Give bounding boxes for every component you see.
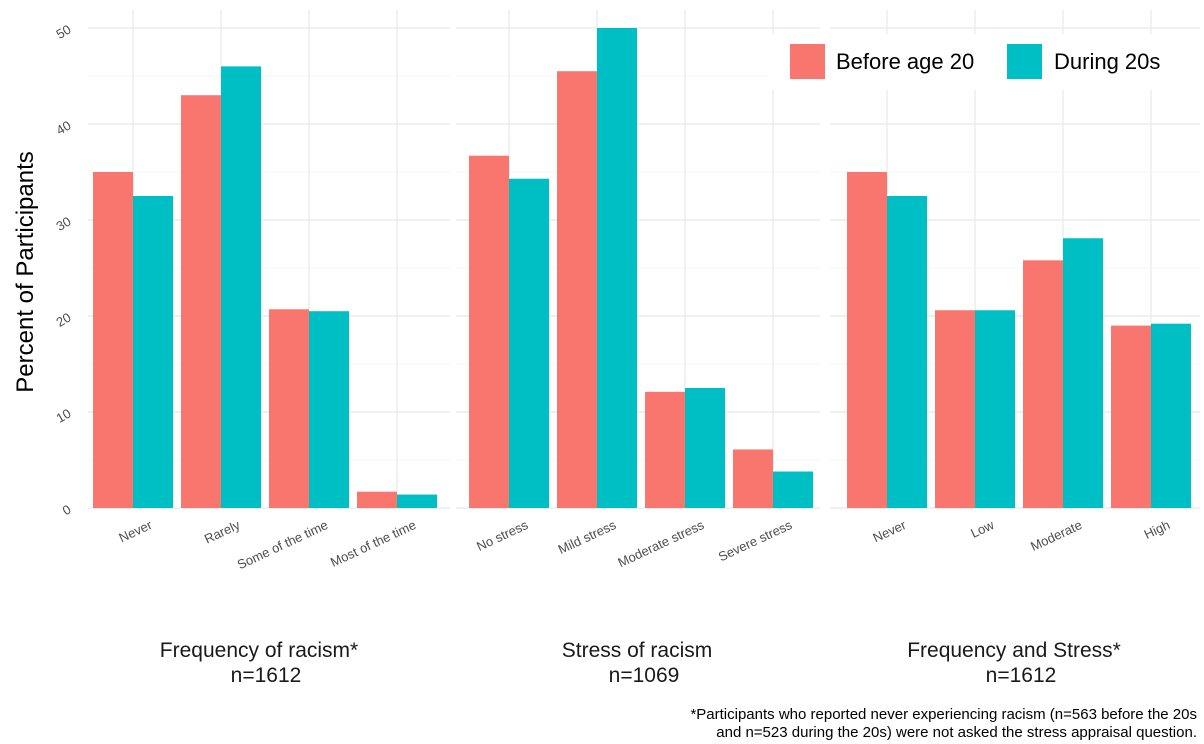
bar-during-20s — [509, 178, 549, 508]
x-tick-label: Mild stress — [556, 517, 619, 557]
panel-sample-size: n=1612 — [231, 664, 302, 687]
bar-during-20s — [1063, 238, 1103, 509]
bar-before-age-20 — [269, 309, 309, 508]
bar-before-age-20 — [847, 172, 887, 508]
panel-sample-size: n=1069 — [609, 664, 680, 687]
legend: Before age 20 During 20s — [768, 34, 1202, 90]
x-tick-label: Some of the time — [235, 517, 330, 572]
bar-before-age-20 — [557, 71, 597, 508]
y-axis-label: Percent of Participants — [12, 151, 39, 392]
bar-during-20s — [133, 196, 173, 508]
bar-before-age-20 — [645, 391, 685, 508]
bar-during-20s — [309, 311, 349, 508]
y-tick-label: 50 — [53, 22, 73, 42]
bar-before-age-20 — [935, 310, 975, 508]
x-tick-label: Moderate — [1028, 517, 1084, 554]
legend-label-during: During 20s — [1054, 49, 1160, 74]
bar-during-20s — [221, 66, 261, 509]
bar-during-20s — [975, 310, 1015, 508]
bar-before-age-20 — [1111, 325, 1151, 508]
footnote-line-1: *Participants who reported never experie… — [690, 706, 1197, 723]
panel-title: Frequency and Stress* — [907, 639, 1121, 662]
x-tick-label: Most of the time — [328, 517, 418, 570]
panel-title: Stress of racism — [562, 639, 713, 662]
y-tick-label: 20 — [53, 310, 73, 330]
bar-during-20s — [1151, 323, 1191, 508]
bar-before-age-20 — [357, 491, 397, 508]
legend-label-before: Before age 20 — [836, 49, 974, 74]
bar-before-age-20 — [733, 449, 773, 508]
bar-during-20s — [597, 28, 637, 508]
x-tick-label: Moderate stress — [615, 517, 706, 570]
bar-during-20s — [887, 196, 927, 508]
bar-during-20s — [397, 494, 437, 508]
x-tick-label: Never — [116, 517, 154, 546]
x-tick-label: Severe stress — [716, 517, 795, 564]
bar-before-age-20 — [181, 95, 221, 508]
panel-title: Frequency of racism* — [160, 639, 358, 662]
bar-before-age-20 — [1023, 260, 1063, 508]
bar-before-age-20 — [469, 155, 509, 508]
y-tick-label: 40 — [53, 118, 73, 138]
x-tick-label: High — [1142, 517, 1173, 542]
x-tick-label: No stress — [474, 517, 531, 554]
x-tick-label: Rarely — [202, 517, 243, 547]
y-tick-label: 30 — [53, 214, 73, 234]
panel-sample-size: n=1612 — [986, 664, 1057, 687]
x-tick-label: Never — [870, 517, 908, 546]
bar-during-20s — [685, 388, 725, 508]
x-tick-label: Low — [968, 517, 997, 541]
y-tick-label: 10 — [53, 406, 73, 426]
footnote-line-2: and n=523 during the 20s) were not asked… — [716, 724, 1197, 741]
y-tick-label: 0 — [60, 502, 74, 519]
bar-before-age-20 — [93, 172, 133, 508]
legend-swatch-during — [1007, 44, 1042, 79]
bars-layer — [93, 28, 1191, 509]
legend-bg — [768, 34, 1202, 90]
bar-during-20s — [773, 471, 813, 508]
legend-swatch-before — [790, 44, 825, 79]
